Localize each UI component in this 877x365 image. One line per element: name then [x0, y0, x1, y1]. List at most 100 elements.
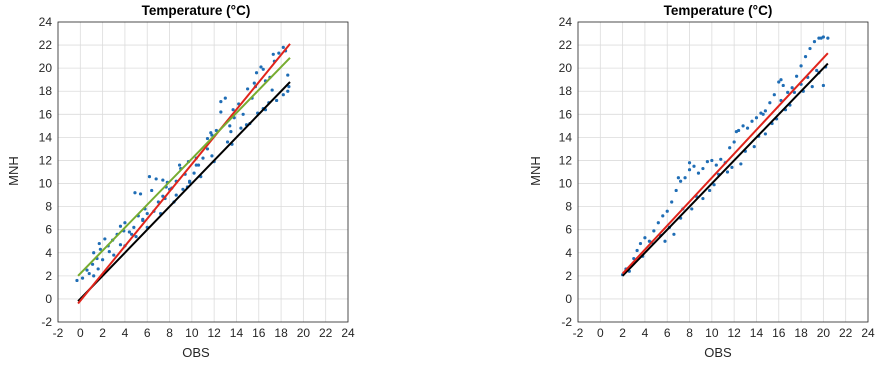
data-point	[750, 119, 754, 123]
x-tick-label: 20	[297, 326, 311, 340]
data-point	[286, 89, 290, 93]
data-point	[98, 247, 102, 251]
data-point	[817, 36, 821, 40]
line-identity	[621, 62, 829, 277]
data-point	[795, 74, 799, 78]
data-point	[239, 126, 243, 130]
x-tick-label: 14	[230, 326, 244, 340]
data-point	[90, 262, 95, 266]
data-point	[690, 207, 694, 211]
x-tick-label: 16	[772, 326, 786, 340]
data-point	[712, 183, 716, 187]
data-point	[225, 140, 230, 144]
x-axis-label: OBS	[704, 345, 732, 360]
chart-title: Temperature (°C)	[664, 3, 773, 18]
data-point	[786, 90, 790, 94]
data-point	[205, 147, 210, 151]
y-tick-label: 14	[39, 130, 53, 144]
y-tick-label: 22	[39, 38, 53, 52]
data-point	[821, 83, 825, 88]
y-axis-label: MNH	[6, 156, 21, 186]
data-point	[270, 88, 274, 92]
data-point	[210, 154, 214, 158]
y-tick-label: 16	[39, 107, 53, 121]
data-point	[154, 177, 158, 181]
data-point	[231, 108, 235, 112]
y-tick-label: 0	[565, 292, 572, 306]
lines	[77, 43, 291, 305]
data-point	[732, 140, 736, 144]
y-tick-label: 6	[565, 223, 572, 237]
line-fit2	[77, 57, 291, 277]
y-tick-label: 20	[39, 61, 53, 75]
chart-right: Temperature (°C) OBS MNH -2 0 2 4 6 8 10 12 14 16…	[528, 3, 875, 360]
data-point	[643, 236, 647, 240]
data-point	[177, 163, 182, 167]
data-point	[219, 110, 223, 114]
data-point	[223, 96, 227, 100]
data-point	[201, 156, 205, 160]
x-tick-label: 10	[185, 326, 199, 340]
data-point	[672, 232, 676, 236]
data-point	[781, 83, 785, 88]
data-point	[241, 112, 245, 116]
data-point	[812, 40, 817, 44]
data-point	[652, 229, 656, 233]
y-tick-label: -2	[41, 315, 52, 329]
x-tick-label: 8	[686, 326, 693, 340]
data-point	[754, 116, 759, 120]
data-point	[181, 187, 185, 191]
data-point	[259, 65, 263, 69]
data-point	[815, 68, 819, 73]
data-point	[676, 176, 680, 180]
data-point	[779, 78, 783, 82]
data-point	[194, 163, 198, 167]
data-point	[80, 276, 85, 280]
data-point	[85, 268, 89, 272]
x-tick-label: 12	[727, 326, 741, 340]
y-tick-label: 4	[45, 246, 52, 260]
data-point	[101, 258, 105, 262]
data-point	[679, 179, 683, 183]
data-point	[92, 251, 96, 255]
data-point	[777, 80, 781, 84]
x-tick-label: 22	[319, 326, 333, 340]
data-point	[261, 67, 265, 71]
data-point	[161, 178, 165, 182]
data-point	[725, 170, 730, 174]
x-tick-label: 2	[99, 326, 106, 340]
y-tick-label: 2	[565, 269, 572, 283]
data-point	[701, 196, 705, 201]
y-tick-label: 16	[559, 107, 573, 121]
y-axis-label: MNH	[528, 156, 543, 186]
data-point	[752, 145, 756, 149]
data-point	[705, 160, 709, 164]
data-point	[730, 165, 734, 169]
data-point	[701, 166, 705, 171]
x-tick-label: 0	[77, 326, 84, 340]
data-point	[739, 162, 743, 166]
data-point	[97, 241, 101, 246]
y-tick-label: 22	[559, 38, 573, 52]
y-tick-label: 6	[45, 223, 52, 237]
data-point	[228, 124, 232, 128]
line-identity	[77, 81, 291, 302]
y-tick-label: 8	[565, 200, 572, 214]
data-point	[761, 112, 765, 116]
grid	[577, 21, 869, 323]
x-tick-label: 24	[861, 326, 875, 340]
data-point	[229, 130, 233, 134]
data-point	[252, 81, 256, 85]
data-point	[112, 253, 116, 257]
data-point	[803, 55, 808, 59]
data-point	[696, 171, 701, 175]
data-point	[710, 158, 714, 163]
y-tick-label: -2	[561, 315, 572, 329]
data-point	[772, 93, 776, 97]
x-tick-label: 18	[794, 326, 808, 340]
data-point	[808, 46, 812, 51]
data-point	[692, 164, 696, 168]
x-tick-label: -2	[53, 326, 64, 340]
data-point	[286, 73, 290, 77]
data-point	[687, 161, 692, 165]
